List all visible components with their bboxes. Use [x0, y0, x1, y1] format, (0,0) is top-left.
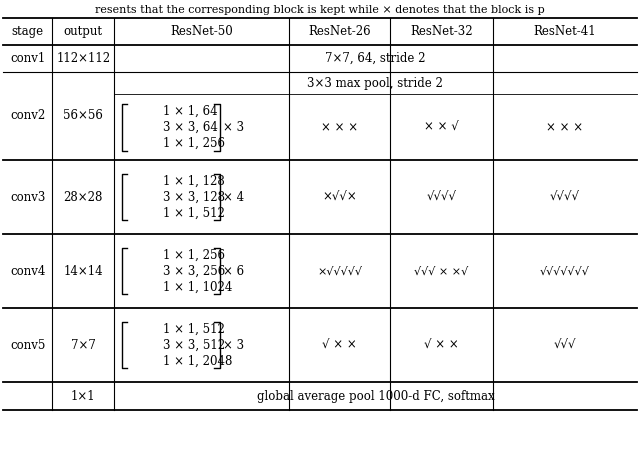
Text: ×√√√√√: ×√√√√√ — [317, 266, 362, 276]
Text: × 4: × 4 — [223, 191, 244, 204]
Text: ResNet-50: ResNet-50 — [170, 25, 233, 38]
Text: stage: stage — [12, 25, 44, 38]
Text: 7×7: 7×7 — [71, 339, 95, 352]
Text: 3 × 3, 128: 3 × 3, 128 — [163, 191, 225, 204]
Text: √√√√: √√√√ — [426, 191, 456, 204]
Text: 3 × 3, 64: 3 × 3, 64 — [163, 121, 218, 134]
Text: √√√√√√√: √√√√√√√ — [540, 266, 589, 276]
Text: 7×7, 64, stride 2: 7×7, 64, stride 2 — [325, 52, 426, 65]
Text: ResNet-32: ResNet-32 — [410, 25, 472, 38]
Text: 112×112: 112×112 — [56, 52, 110, 65]
Text: × 3: × 3 — [223, 339, 244, 352]
Text: × 6: × 6 — [223, 265, 244, 278]
Text: 3×3 max pool, stride 2: 3×3 max pool, stride 2 — [307, 77, 444, 89]
Text: √√√: √√√ — [554, 339, 576, 352]
Text: output: output — [64, 25, 102, 38]
Text: 28×28: 28×28 — [63, 191, 103, 204]
Text: √ × ×: √ × × — [424, 339, 459, 352]
Text: 3 × 3, 256: 3 × 3, 256 — [163, 265, 225, 278]
Text: 1 × 1, 1024: 1 × 1, 1024 — [163, 281, 232, 294]
Text: 1 × 1, 512: 1 × 1, 512 — [163, 322, 225, 336]
Text: 3 × 3, 512: 3 × 3, 512 — [163, 339, 225, 352]
Text: 1 × 1, 256: 1 × 1, 256 — [163, 137, 225, 150]
Text: ResNet-41: ResNet-41 — [534, 25, 596, 38]
Text: ResNet-26: ResNet-26 — [308, 25, 371, 38]
Text: 1 × 1, 256: 1 × 1, 256 — [163, 248, 225, 262]
Text: resents that the corresponding block is kept while × denotes that the block is p: resents that the corresponding block is … — [95, 5, 545, 15]
Text: conv2: conv2 — [10, 109, 45, 123]
Text: conv4: conv4 — [10, 265, 45, 278]
Text: global average pool 1000-d FC, softmax: global average pool 1000-d FC, softmax — [257, 390, 494, 403]
Text: 14×14: 14×14 — [63, 265, 103, 278]
Text: √√√ × ×√: √√√ × ×√ — [414, 266, 468, 276]
Text: × × ×: × × × — [321, 121, 358, 134]
Text: √√√√: √√√√ — [550, 191, 580, 204]
Text: × × √: × × √ — [424, 121, 459, 134]
Text: conv5: conv5 — [10, 339, 45, 352]
Text: 1 × 1, 512: 1 × 1, 512 — [163, 207, 225, 220]
Text: conv3: conv3 — [10, 191, 45, 204]
Text: 56×56: 56×56 — [63, 109, 103, 123]
Text: conv1: conv1 — [10, 52, 45, 65]
Text: 1 × 1, 2048: 1 × 1, 2048 — [163, 355, 232, 368]
Text: √ × ×: √ × × — [322, 339, 357, 352]
Text: 1×1: 1×1 — [71, 390, 95, 403]
Text: 1 × 1, 128: 1 × 1, 128 — [163, 174, 225, 188]
Text: × × ×: × × × — [546, 121, 584, 134]
Text: 1 × 1, 64: 1 × 1, 64 — [163, 104, 218, 118]
Text: ×√√×: ×√√× — [322, 191, 357, 204]
Text: × 3: × 3 — [223, 121, 244, 134]
